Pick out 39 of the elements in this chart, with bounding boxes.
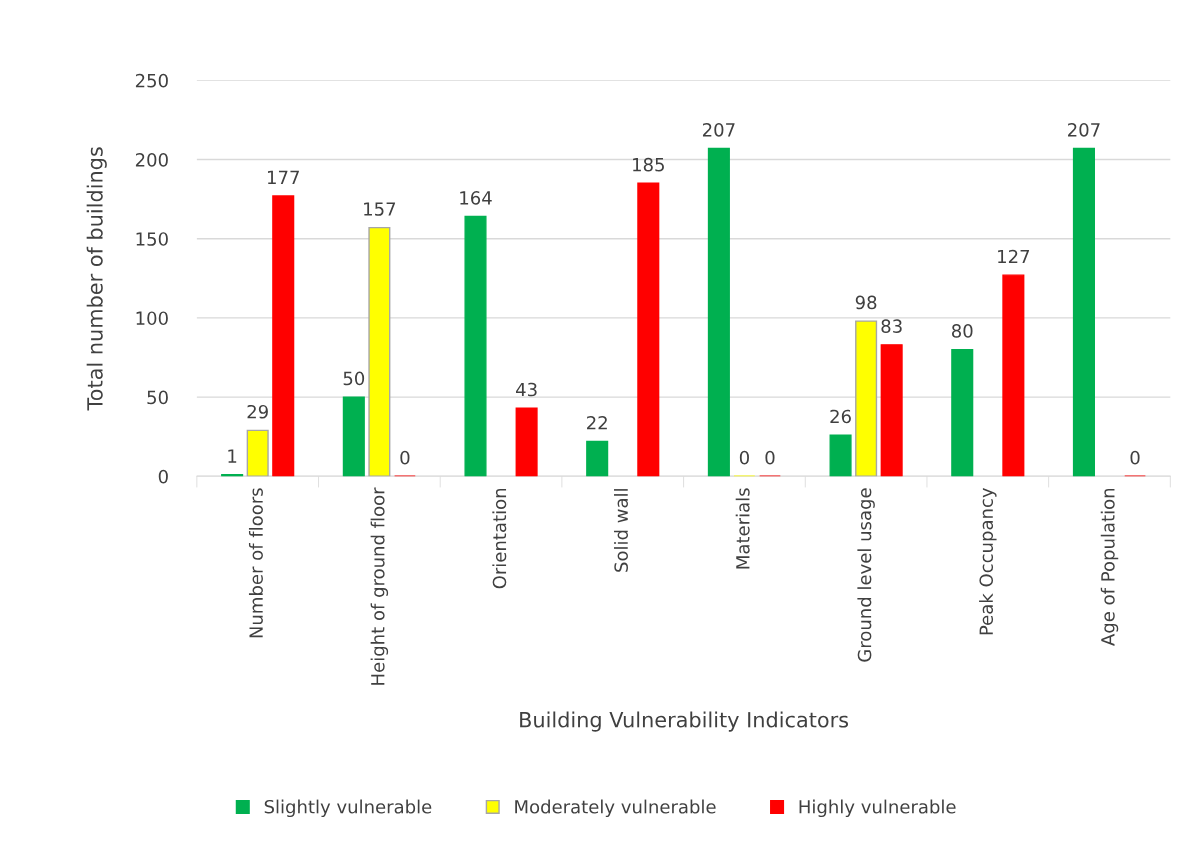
data-label: 0 [765, 450, 775, 465]
y-tick-label: 50 [147, 390, 168, 405]
x-tick-label: Solid wall [614, 489, 628, 572]
data-label: 0 [1130, 450, 1140, 465]
legend-label: Highly vulnerable [799, 799, 956, 818]
data-label: 22 [587, 415, 607, 430]
data-label: 207 [702, 122, 735, 137]
data-label: 80 [951, 324, 973, 338]
x-tick-label: Ground level usage [857, 488, 875, 662]
data-label: 185 [633, 157, 664, 172]
y-tick-label: 0 [158, 469, 168, 484]
data-label: 127 [998, 249, 1030, 264]
data-label: 29 [247, 404, 268, 419]
legend-label: Slightly vulnerable [264, 799, 432, 818]
y-tick-label: 150 [136, 232, 168, 246]
data-label: 164 [460, 191, 492, 205]
x-tick-label: Orientation [492, 488, 507, 589]
data-label: 0 [739, 450, 749, 465]
y-tick-label: 250 [135, 73, 168, 88]
data-label: 0 [400, 450, 410, 465]
data-label: 98 [855, 295, 877, 310]
x-tick-label: Materials [735, 488, 750, 569]
legend-label: Moderately vulnerable [515, 799, 716, 818]
x-tick-label: Peak Occupancy [979, 487, 997, 635]
x-axis-title: Building Vulnerability Indicators [520, 711, 849, 732]
x-tick-label: Height of ground floor [370, 487, 389, 685]
data-label: 26 [830, 409, 851, 424]
x-tick-label: Number of floors [248, 488, 263, 638]
data-label: 207 [1068, 122, 1100, 137]
x-tick-label: Age of Population [1100, 488, 1119, 646]
y-tick-label: 200 [135, 153, 168, 167]
data-label: 157 [364, 202, 396, 216]
data-label: 43 [516, 382, 537, 397]
y-axis-title: Total number of buildings [86, 147, 107, 411]
data-label: 50 [343, 371, 365, 386]
data-label: 177 [267, 170, 299, 184]
data-label: 1 [228, 449, 237, 463]
y-tick-label: 100 [136, 311, 168, 326]
data-label: 83 [881, 319, 902, 334]
